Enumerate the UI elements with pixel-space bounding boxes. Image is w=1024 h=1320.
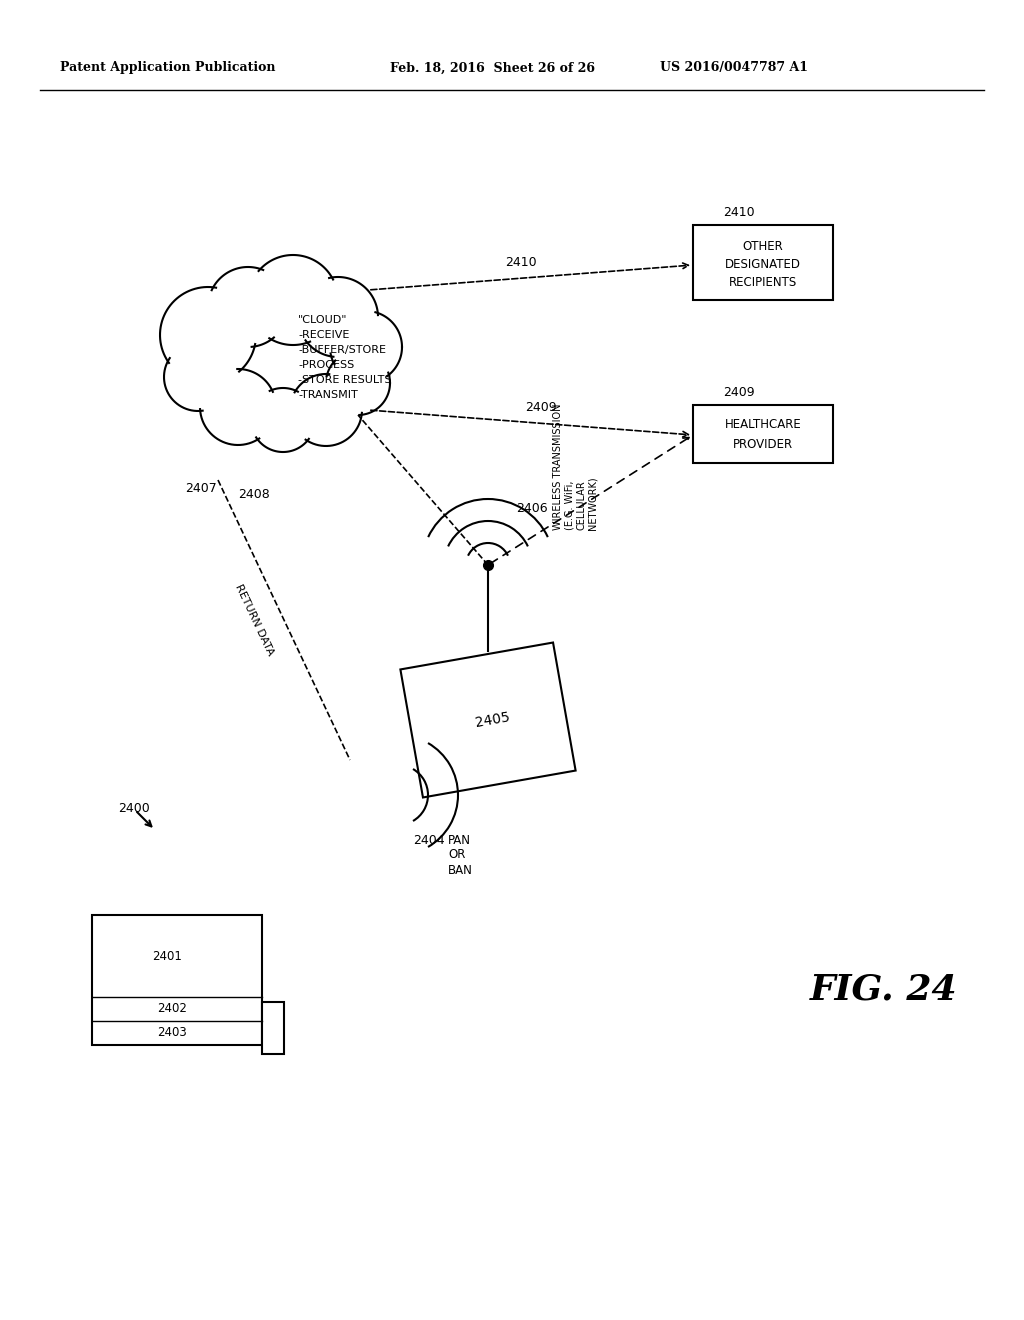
FancyBboxPatch shape bbox=[693, 405, 833, 463]
Text: 2404: 2404 bbox=[413, 833, 444, 846]
FancyBboxPatch shape bbox=[693, 224, 833, 300]
Text: -STORE RESULTS: -STORE RESULTS bbox=[298, 375, 391, 385]
Circle shape bbox=[248, 255, 338, 345]
Text: Feb. 18, 2016  Sheet 26 of 26: Feb. 18, 2016 Sheet 26 of 26 bbox=[390, 62, 595, 74]
Text: WIRELESS TRANSMISSION
(E.G. WiFi,
CELLULAR
NETWORK): WIRELESS TRANSMISSION (E.G. WiFi, CELLUL… bbox=[553, 404, 598, 531]
Circle shape bbox=[298, 277, 378, 356]
Text: 2403: 2403 bbox=[157, 1027, 186, 1040]
Text: Patent Application Publication: Patent Application Publication bbox=[60, 62, 275, 74]
Text: 2407: 2407 bbox=[185, 482, 217, 495]
Text: OR: OR bbox=[449, 849, 465, 862]
Text: -TRANSMIT: -TRANSMIT bbox=[298, 389, 357, 400]
Text: RECIPIENTS: RECIPIENTS bbox=[729, 276, 797, 289]
Text: PROVIDER: PROVIDER bbox=[733, 437, 793, 450]
Text: 2402: 2402 bbox=[157, 1002, 187, 1015]
Text: 2408: 2408 bbox=[238, 488, 269, 502]
Text: OTHER: OTHER bbox=[742, 240, 783, 253]
Circle shape bbox=[330, 312, 402, 383]
Text: 2400: 2400 bbox=[118, 801, 150, 814]
Text: BAN: BAN bbox=[449, 863, 473, 876]
Text: 2410: 2410 bbox=[505, 256, 537, 269]
Text: -BUFFER/STORE: -BUFFER/STORE bbox=[298, 345, 386, 355]
Text: -RECEIVE: -RECEIVE bbox=[298, 330, 349, 341]
Circle shape bbox=[208, 267, 288, 347]
Text: 2401: 2401 bbox=[152, 949, 182, 962]
Text: -PROCESS: -PROCESS bbox=[298, 360, 354, 370]
Text: 2410: 2410 bbox=[723, 206, 755, 219]
Text: US 2016/0047787 A1: US 2016/0047787 A1 bbox=[660, 62, 808, 74]
FancyBboxPatch shape bbox=[262, 1002, 284, 1053]
Text: 2405: 2405 bbox=[474, 710, 511, 730]
Circle shape bbox=[326, 351, 390, 414]
FancyBboxPatch shape bbox=[92, 915, 262, 1045]
Text: RETURN DATA: RETURN DATA bbox=[232, 582, 275, 657]
Text: DESIGNATED: DESIGNATED bbox=[725, 257, 801, 271]
Circle shape bbox=[164, 343, 232, 411]
Circle shape bbox=[200, 370, 276, 445]
Circle shape bbox=[251, 388, 315, 451]
Circle shape bbox=[290, 374, 362, 446]
Text: 2406: 2406 bbox=[516, 502, 548, 515]
Text: 2409: 2409 bbox=[723, 387, 755, 400]
Text: "CLOUD": "CLOUD" bbox=[298, 315, 347, 325]
Polygon shape bbox=[400, 643, 575, 797]
Text: HEALTHCARE: HEALTHCARE bbox=[725, 417, 802, 430]
Circle shape bbox=[160, 286, 256, 383]
Text: 2409: 2409 bbox=[524, 401, 556, 414]
Text: PAN: PAN bbox=[449, 833, 471, 846]
Text: FIG. 24: FIG. 24 bbox=[810, 973, 957, 1007]
